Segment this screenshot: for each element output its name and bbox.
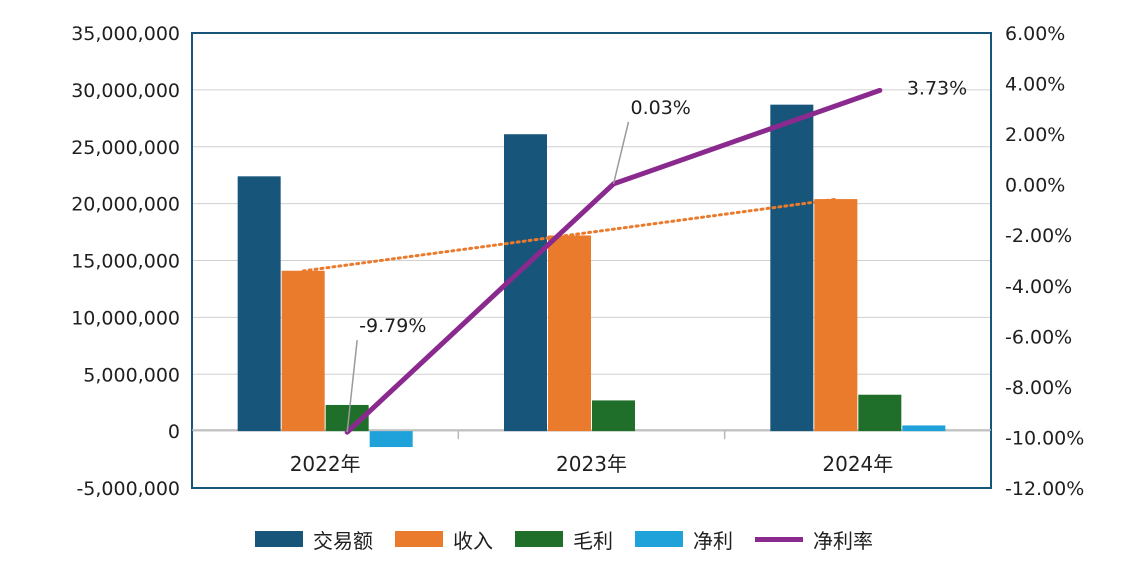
data-label-leaders [346,121,630,433]
legend-item-2[interactable]: 毛利 [515,525,613,554]
legend-label-1: 收入 [453,528,493,553]
bar-2-2 [858,394,902,432]
category-label: 2022年 [290,452,361,476]
data-label-leader [612,121,630,185]
legend: 交易额 收入 毛利 净利 净利率 [255,524,873,554]
left-tick-label: 0 [168,421,180,443]
right-tick-label: -12.00% [1005,478,1084,500]
left-tick-label: 25,000,000 [71,137,180,159]
right-tick-label: -4.00% [1005,276,1072,298]
right-tick-label: 2.00% [1005,124,1065,146]
left-tick-label: 10,000,000 [71,307,180,329]
data-label-leader [346,340,358,433]
legend-swatch-0 [255,531,303,547]
bar-1-0 [281,270,325,432]
left-tick-label: 35,000,000 [71,23,180,45]
legend-swatch-3 [635,531,683,547]
right-tick-label: 4.00% [1005,74,1065,96]
bar-0-2 [770,104,814,432]
legend-label-4: 净利率 [813,528,873,553]
legend-item-4[interactable]: 净利率 [755,525,873,554]
right-tick-label: 0.00% [1005,175,1065,197]
legend-swatch-2 [515,531,563,547]
data-label: 3.73% [907,77,967,99]
right-tick-label: -6.00% [1005,326,1072,348]
legend-swatch-4 [755,536,803,542]
data-label: -9.79% [359,315,426,337]
legend-item-0[interactable]: 交易额 [255,525,373,554]
legend-swatch-1 [395,531,443,547]
legend-label-3: 净利 [693,528,733,553]
legend-item-1[interactable]: 收入 [395,525,493,554]
left-tick-label: 15,000,000 [71,251,180,273]
legend-label-0: 交易额 [313,528,373,553]
left-tick-label: 20,000,000 [71,194,180,216]
right-tick-label: -10.00% [1005,427,1084,449]
right-tick-label: -2.00% [1005,225,1072,247]
bar-1-2 [814,199,858,432]
legend-label-2: 毛利 [573,528,613,553]
left-tick-label: 5,000,000 [83,364,180,386]
category-label: 2023年 [556,452,627,476]
bar-3-2 [902,425,946,432]
category-label: 2024年 [822,452,893,476]
plot-area-border [191,32,992,489]
left-axis-ticks: 35,000,000 30,000,000 25,000,000 20,000,000… [71,23,180,500]
data-label: 0.03% [631,97,691,119]
trendline-path [301,197,838,273]
left-tick-label: 30,000,000 [71,80,180,102]
right-tick-label: 6.00% [1005,23,1065,45]
left-tick-label: -5,000,000 [76,478,180,500]
bar-1-1 [548,235,591,432]
category-labels: 2022年 2023年 2024年 [290,431,893,476]
right-tick-label: -8.00% [1005,377,1072,399]
bar-0-0 [237,176,281,432]
right-axis-ticks: 6.00% 4.00% 2.00% 0.00% -2.00% -4.00% -6.00% -8… [1005,23,1084,500]
bars [237,104,946,448]
bar-3-0 [369,431,413,448]
trendline [301,197,838,273]
bar-2-1 [592,400,635,432]
legend-item-3[interactable]: 净利 [635,525,733,554]
data-labels: -9.79% 0.03% 3.73% [359,77,967,337]
